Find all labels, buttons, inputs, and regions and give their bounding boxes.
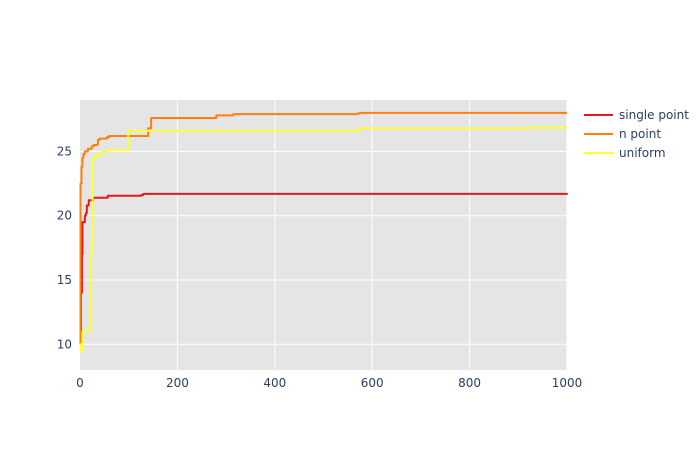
legend-label: single point — [619, 108, 689, 122]
y-tick-label: 10 — [57, 337, 72, 351]
x-axis-ticks: 0 200 400 600 800 1000 — [76, 376, 582, 390]
series-layer — [79, 111, 568, 352]
series-line-n-point — [79, 111, 567, 346]
x-tick-label: 0 — [76, 376, 84, 390]
legend-label: uniform — [619, 146, 666, 160]
x-tick-label: 1000 — [552, 376, 583, 390]
y-tick-label: 15 — [57, 273, 72, 287]
x-tick-label: 400 — [263, 376, 286, 390]
series-line-uniform — [79, 126, 567, 352]
x-tick-label: 200 — [166, 376, 189, 390]
x-tick-label: 600 — [361, 376, 384, 390]
legend-label: n point — [619, 127, 661, 141]
y-tick-label: 25 — [57, 144, 72, 158]
y-axis-ticks: 10 15 20 25 — [57, 144, 72, 351]
gridlines — [80, 100, 568, 370]
x-tick-label: 800 — [458, 376, 481, 390]
y-tick-label: 20 — [57, 209, 72, 223]
plot-background — [80, 100, 567, 370]
series-line-single-point — [79, 192, 568, 339]
legend: single point n point uniform — [584, 108, 689, 160]
